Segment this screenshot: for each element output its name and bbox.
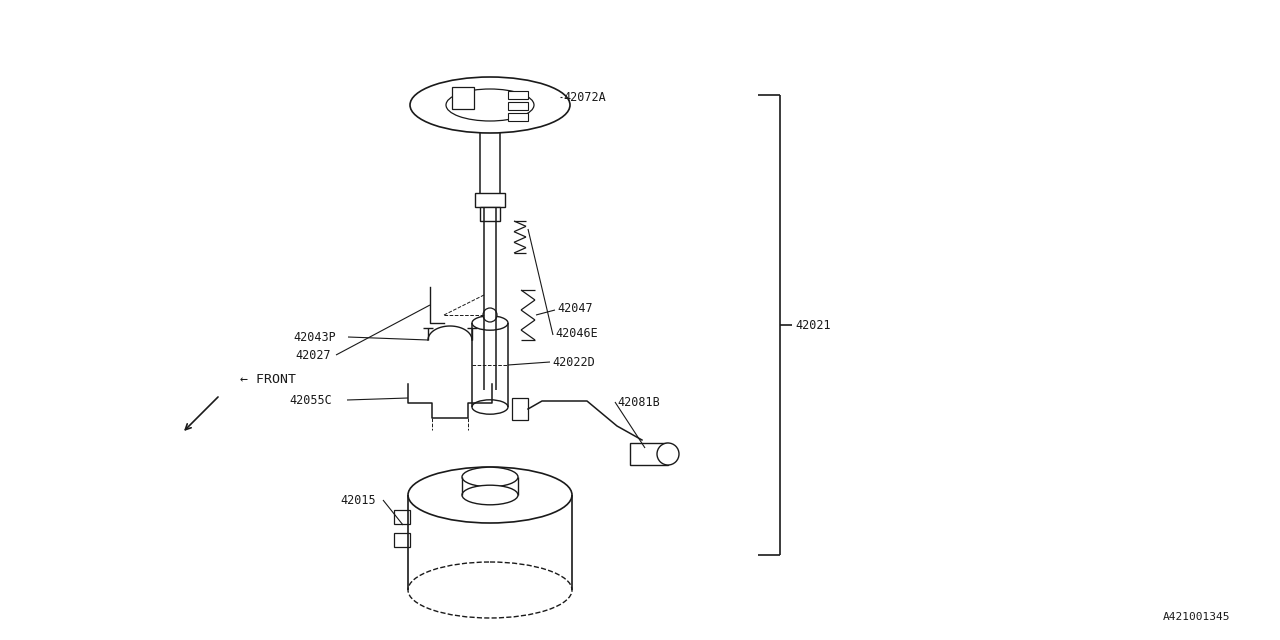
Text: 42081B: 42081B [617, 396, 659, 408]
Text: 42022D: 42022D [552, 355, 595, 369]
Ellipse shape [657, 443, 678, 465]
Ellipse shape [462, 485, 518, 505]
Bar [512, 398, 529, 420]
Bar [508, 91, 529, 99]
Bar [630, 443, 668, 465]
Bar [508, 113, 529, 121]
Text: 42021: 42021 [795, 319, 831, 332]
Bar [508, 102, 529, 110]
Ellipse shape [408, 467, 572, 523]
Ellipse shape [462, 467, 518, 487]
Text: 42027: 42027 [294, 349, 330, 362]
Bar [394, 510, 410, 524]
Ellipse shape [472, 400, 508, 414]
Ellipse shape [445, 89, 534, 121]
Text: 42072A: 42072A [563, 90, 605, 104]
Text: 42047: 42047 [557, 301, 593, 314]
Bar [452, 87, 474, 109]
Ellipse shape [410, 77, 570, 133]
Text: ← FRONT: ← FRONT [241, 372, 296, 385]
Bar [475, 193, 506, 207]
Text: A421001345: A421001345 [1162, 612, 1230, 622]
Bar [394, 533, 410, 547]
Text: 42046E: 42046E [556, 326, 598, 339]
Ellipse shape [472, 316, 508, 330]
Text: 42043P: 42043P [293, 330, 335, 344]
Circle shape [483, 308, 497, 322]
Bar [480, 207, 500, 221]
Text: 42055C: 42055C [289, 394, 332, 406]
Text: 42015: 42015 [340, 493, 375, 506]
